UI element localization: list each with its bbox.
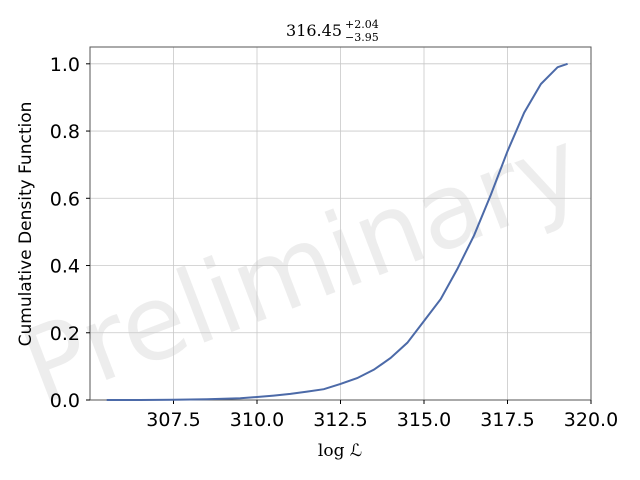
- x-tick-label: 310.0: [230, 409, 284, 431]
- title-upper-error: +2.04: [345, 18, 379, 31]
- y-tick-label: 0.0: [50, 390, 80, 412]
- x-tick-label: 317.5: [480, 409, 534, 431]
- y-tick-label: 1.0: [50, 54, 80, 76]
- x-tick-label: 315.0: [397, 409, 451, 431]
- y-tick-label: 0.4: [50, 256, 80, 278]
- x-axis: 307.5 310.0 312.5 315.0 317.5 320.0: [146, 400, 618, 431]
- x-axis-label: log ℒ: [318, 441, 362, 461]
- y-tick-label: 0.8: [50, 121, 80, 143]
- title-lower-error: −3.95: [345, 31, 379, 44]
- y-axis-label: Cumulative Density Function: [16, 102, 36, 347]
- title-value: 316.45: [286, 21, 342, 40]
- y-tick-label: 0.2: [50, 323, 80, 345]
- x-tick-label: 320.0: [564, 409, 618, 431]
- watermark: Preliminary: [6, 104, 598, 428]
- cdf-series-line: [106, 62, 568, 401]
- x-tick-label: 307.5: [146, 409, 200, 431]
- x-tick-label: 312.5: [313, 409, 367, 431]
- y-tick-label: 0.6: [50, 188, 80, 210]
- chart-title: 316.45 +2.04 −3.95: [286, 18, 379, 44]
- y-axis: 0.0 0.2 0.4 0.6 0.8 1.0: [50, 54, 90, 412]
